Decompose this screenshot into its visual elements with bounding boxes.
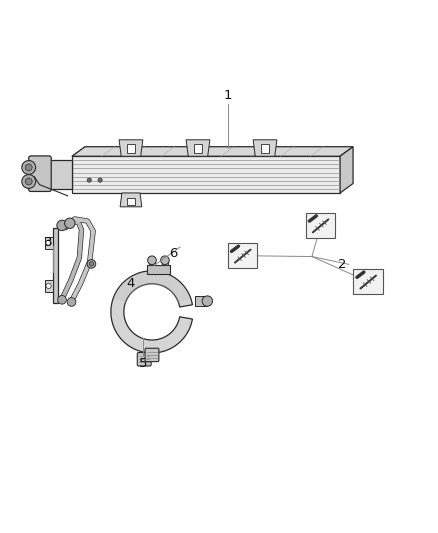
Bar	[127, 143, 135, 152]
Circle shape	[202, 296, 212, 306]
Bar	[127, 198, 135, 205]
Circle shape	[148, 256, 156, 264]
Circle shape	[22, 160, 35, 174]
Bar	[162, 260, 168, 265]
Text: 4: 4	[126, 277, 134, 290]
Circle shape	[58, 295, 66, 304]
Circle shape	[87, 178, 92, 182]
Polygon shape	[72, 156, 340, 193]
Polygon shape	[111, 271, 192, 353]
Circle shape	[67, 297, 76, 306]
Bar	[53, 228, 58, 303]
Circle shape	[22, 175, 35, 189]
Circle shape	[46, 240, 51, 245]
Circle shape	[25, 178, 32, 185]
FancyBboxPatch shape	[29, 156, 51, 191]
Text: 5: 5	[139, 357, 148, 370]
Bar	[228, 243, 258, 268]
Circle shape	[161, 256, 169, 264]
Polygon shape	[186, 140, 210, 156]
Text: 6: 6	[170, 247, 178, 260]
Text: 3: 3	[44, 236, 53, 249]
Bar	[149, 260, 155, 265]
Polygon shape	[340, 147, 353, 193]
Circle shape	[25, 164, 32, 171]
Polygon shape	[45, 280, 53, 292]
Bar	[261, 143, 269, 152]
Bar	[195, 296, 207, 306]
Bar	[353, 269, 383, 294]
Polygon shape	[72, 147, 353, 156]
Bar	[194, 143, 202, 152]
Bar	[147, 265, 170, 274]
FancyBboxPatch shape	[145, 348, 159, 361]
Circle shape	[57, 220, 67, 231]
Circle shape	[87, 260, 96, 268]
Text: 1: 1	[223, 89, 232, 102]
Circle shape	[46, 283, 51, 288]
Bar	[48, 160, 72, 189]
Circle shape	[65, 218, 75, 229]
Polygon shape	[120, 193, 142, 207]
FancyBboxPatch shape	[137, 352, 151, 366]
Polygon shape	[45, 237, 53, 249]
Bar	[306, 213, 336, 238]
Circle shape	[89, 262, 94, 266]
Text: 2: 2	[338, 258, 346, 271]
Circle shape	[98, 178, 102, 182]
Polygon shape	[119, 140, 143, 156]
Polygon shape	[253, 140, 277, 156]
